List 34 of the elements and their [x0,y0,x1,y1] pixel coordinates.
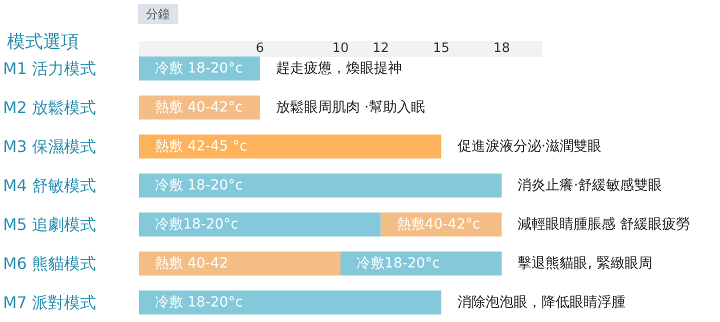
x-axis-title: 分鐘 [146,7,170,21]
annotation: 消除泡泡眼，降低眼睛浮腫 [457,294,626,310]
data-label: 熱敷 40-42 [155,256,228,272]
bar [139,290,442,314]
y-tick-label: M1 活力模式 [3,59,96,78]
data-label: 冷敷 18-20°c [155,294,243,310]
y-tick-label: M6 熊貓模式 [3,254,96,273]
data-label: 熱敷 40-42°c [155,100,243,116]
y-axis-title: 模式選項 [7,32,79,52]
bar [139,174,502,198]
data-label: 冷敷 18-20°c [155,178,243,194]
annotation: 促進淚液分泌·滋潤雙眼 [457,138,602,154]
x-tick-label: 12 [372,41,390,56]
data-label: 冷敷18-20°c [155,216,238,232]
y-tick-label: M4 舒敏模式 [3,176,96,195]
data-label: 熱敷40-42°c [396,216,480,232]
y-tick-label: M5 追劇模式 [3,215,96,234]
data-label: 熱敷 42-45 °c [155,138,248,154]
data-label: 冷敷 18-20°c [155,60,243,76]
bar [139,212,381,236]
x-tick-label: 10 [332,41,349,56]
data-label: 冷敷18-20°c [356,256,440,272]
annotation: 放鬆眼周肌肉 ·幫助入眠 [276,100,425,116]
bar [139,134,442,158]
y-tick-label: M2 放鬆模式 [3,98,96,117]
y-tick-label: M7 派對模式 [3,293,96,312]
annotation: 消炎止癢·舒緩敏感雙眼 [518,178,662,194]
y-tick-label: M3 保濕模式 [3,137,96,156]
annotation: 趕走疲憊，煥眼提神 [276,60,402,76]
x-tick-label: 15 [432,41,450,56]
annotation: 減輕眼睛腫脹感 舒緩眼疲勞 [518,216,690,232]
x-tick-label: 18 [493,41,510,56]
x-tick-label: 6 [256,41,264,56]
annotation: 擊退熊貓眼, 緊緻眼周 [518,256,653,272]
